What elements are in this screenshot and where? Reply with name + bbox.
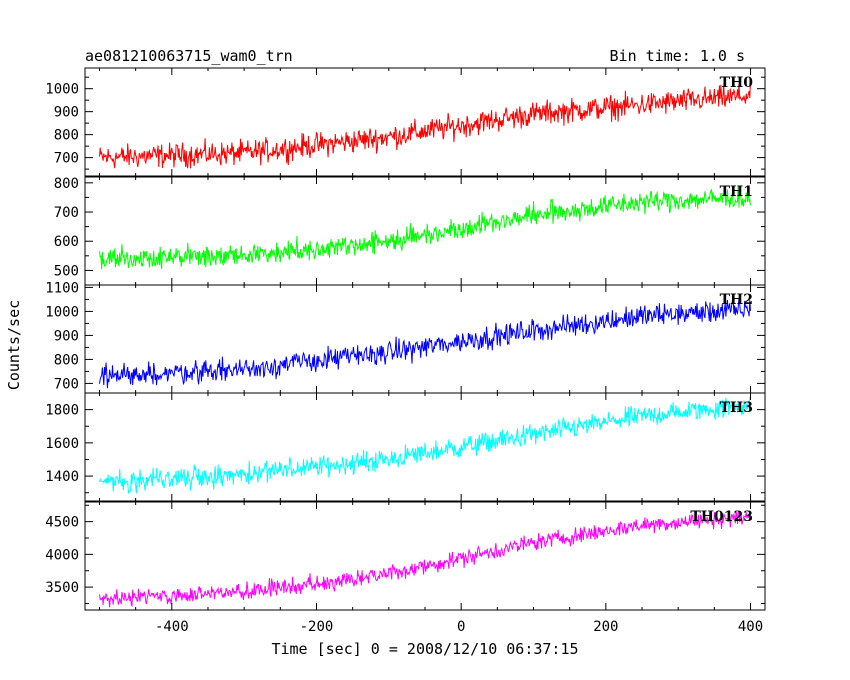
y-tick-label: 1800 (45, 403, 79, 419)
y-tick-label: 800 (54, 352, 79, 368)
panel-th2: 700 800 900 1000 1100 TH2 (45, 280, 766, 394)
y-tick-label: 800 (54, 128, 79, 144)
y-tick-label: 700 (54, 376, 79, 392)
series-line-th2 (99, 297, 751, 389)
y-tick-label: 1000 (45, 304, 79, 320)
panels-group: 700 800 900 1000 TH0 500 600 700 800 TH1 700 800 900… (45, 67, 766, 635)
y-tick-label: 700 (54, 151, 79, 167)
x-tick-label: 200 (593, 619, 618, 635)
y-tick-label: 4500 (45, 515, 79, 531)
panel-label: TH3 (720, 400, 753, 416)
series-line-th3 (99, 395, 751, 495)
series-line-th0 (99, 80, 751, 169)
panel-th0: 700 800 900 1000 TH0 (45, 67, 766, 177)
y-tick-label: 4000 (45, 547, 79, 563)
y-axis-label: Counts/sec (5, 300, 23, 390)
panel-label: TH1 (720, 184, 753, 200)
bin-time-label: Bin time: 1.0 s (610, 47, 745, 65)
y-tick-label: 1600 (45, 436, 79, 452)
panel-th0123: 3500 4000 4500 TH0123 (45, 501, 766, 611)
x-tick-label: 400 (738, 619, 763, 635)
chart-title: ae081210063715_wam0_trn (85, 47, 293, 65)
y-tick-label: 3500 (45, 580, 79, 596)
x-tick-label: -400 (155, 619, 189, 635)
panel-th3: 1400 1600 1800 TH3 (45, 392, 766, 502)
panel-th1: 500 600 700 800 TH1 (54, 176, 766, 286)
y-tick-label: 1400 (45, 469, 79, 485)
y-tick-label: 900 (54, 105, 79, 121)
y-tick-label: 900 (54, 328, 79, 344)
series-line-th0123 (99, 511, 751, 608)
y-tick-label: 600 (54, 234, 79, 250)
y-tick-label: 1100 (45, 280, 79, 296)
series-line-th1 (99, 186, 751, 270)
x-tick-label: 0 (457, 619, 465, 635)
y-tick-label: 800 (54, 176, 79, 192)
panel-label: TH0 (720, 75, 754, 91)
panel-label: TH0123 (690, 509, 753, 525)
y-tick-label: 1000 (45, 82, 79, 98)
y-tick-label: 500 (54, 263, 79, 279)
panel-label: TH2 (720, 292, 753, 308)
x-axis-label: Time [sec] 0 = 2008/12/10 06:37:15 (271, 640, 578, 658)
x-tick-label: -200 (300, 619, 334, 635)
y-tick-label: 700 (54, 205, 79, 221)
